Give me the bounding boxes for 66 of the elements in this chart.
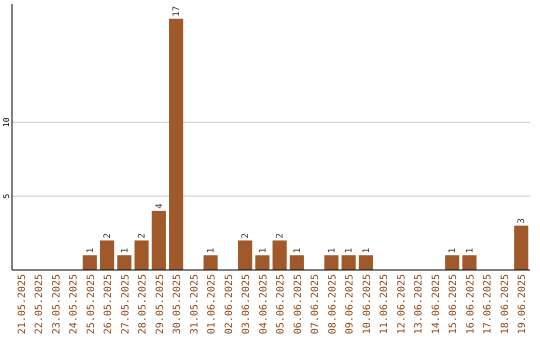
data-label: 1	[344, 248, 355, 254]
bar	[342, 255, 356, 270]
x-tick-label: 19.06.2025	[517, 274, 528, 334]
data-label: 2	[241, 233, 252, 238]
bar	[117, 255, 132, 270]
x-tick-label: 01.06.2025	[206, 274, 218, 334]
x-tick-label: 04.06.2025	[258, 274, 270, 334]
x-tick-label: 23.05.2025	[51, 274, 62, 334]
y-tick-label: 5	[2, 194, 11, 199]
data-label: 1	[292, 248, 303, 254]
bar	[514, 226, 528, 270]
data-label: 3	[517, 218, 528, 224]
data-label: 2	[138, 233, 148, 238]
x-tick-label: 02.06.2025	[224, 274, 235, 334]
x-tick-label: 07.06.2025	[310, 274, 322, 334]
x-tick-label: 25.05.2025	[86, 274, 97, 334]
bar	[134, 240, 149, 270]
bar	[255, 255, 270, 270]
bar	[272, 240, 287, 270]
x-tick-label: 31.05.2025	[189, 274, 200, 334]
bar	[290, 255, 304, 270]
data-label: 1	[120, 248, 130, 254]
bar	[238, 240, 252, 270]
data-label: 1	[362, 248, 372, 254]
data-label: 1	[258, 248, 268, 254]
x-tick-label: 03.06.2025	[241, 274, 252, 334]
x-tick-label: 21.05.2025	[16, 274, 28, 334]
x-tick-label: 16.06.2025	[465, 274, 476, 334]
y-tick-label: 10	[2, 117, 11, 128]
bar	[204, 255, 218, 270]
data-label: 1	[86, 248, 96, 254]
bar	[152, 210, 166, 270]
x-tick-label: 24.05.2025	[68, 274, 80, 334]
bar	[169, 18, 184, 270]
x-tick-label: 06.06.2025	[292, 274, 304, 334]
x-tick-label: 13.06.2025	[414, 274, 425, 334]
x-tick-label: 08.06.2025	[327, 274, 338, 334]
bar	[358, 255, 373, 270]
x-tick-label: 05.06.2025	[276, 274, 287, 334]
x-tick-label: 09.06.2025	[344, 274, 356, 334]
x-tick-label: 14.06.2025	[430, 274, 442, 334]
x-tick-label: 28.05.2025	[138, 274, 149, 334]
data-label: 2	[103, 233, 114, 238]
x-tick-label: 30.05.2025	[172, 274, 184, 334]
data-label: 1	[206, 248, 217, 254]
data-label: 4	[154, 203, 165, 209]
x-tick-label: 26.05.2025	[103, 274, 114, 334]
x-tick-label: 11.06.2025	[379, 274, 390, 334]
x-tick-label: 17.06.2025	[482, 274, 494, 334]
bar	[445, 255, 460, 270]
x-tick-label: 29.05.2025	[154, 274, 166, 334]
data-label: 1	[327, 248, 338, 254]
bar	[82, 255, 97, 270]
bar	[100, 240, 114, 270]
bar	[462, 255, 477, 270]
bar	[324, 255, 338, 270]
data-label: 1	[465, 248, 476, 254]
x-tick-label: 10.06.2025	[362, 274, 373, 334]
x-tick-label: 15.06.2025	[448, 274, 460, 334]
data-label: 2	[276, 233, 286, 238]
x-tick-label: 18.06.2025	[500, 274, 511, 334]
x-tick-label: 27.05.2025	[120, 274, 132, 334]
x-tick-label: 12.06.2025	[396, 274, 408, 334]
x-tick-label: 22.05.2025	[34, 274, 46, 334]
data-label: 1	[448, 248, 458, 254]
data-label: 17	[172, 6, 182, 17]
